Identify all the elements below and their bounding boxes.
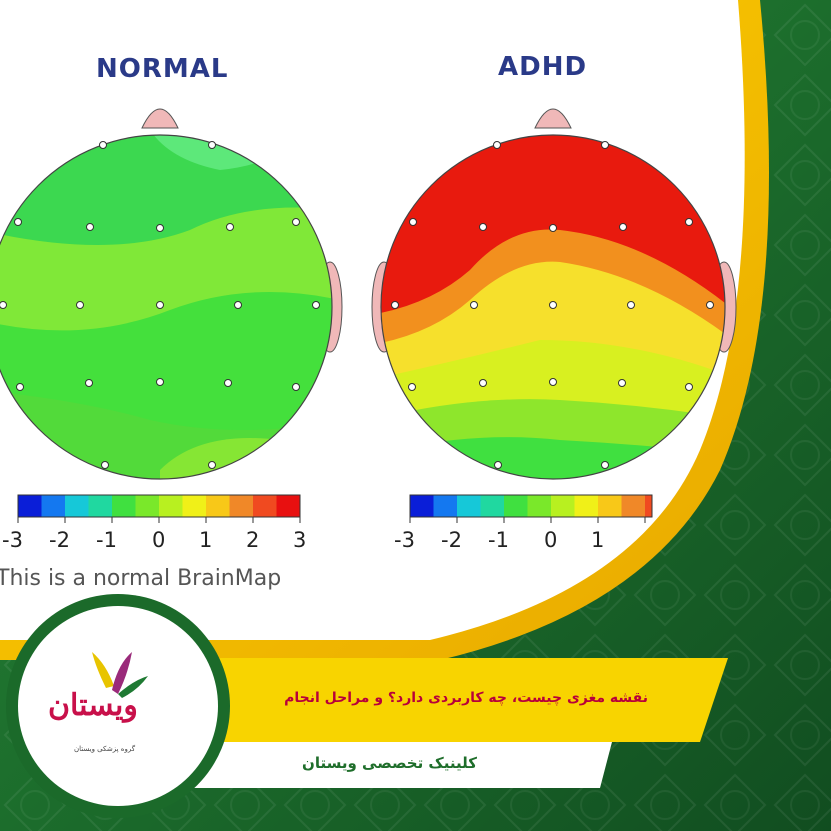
subtitle-banner-shape [140, 742, 612, 788]
colorbar-segment [41, 495, 65, 517]
logo-circle [18, 606, 218, 806]
colorbar-tick-label: 0 [544, 528, 558, 552]
colorbar-segment [65, 495, 89, 517]
colorbar-tick-label: 1 [199, 528, 213, 552]
colorbar-segment [527, 495, 551, 517]
colorbar-segment [253, 495, 277, 517]
colorbar-segment [182, 495, 206, 517]
colorbar-segment [18, 495, 42, 517]
normal-title: NORMAL [96, 54, 229, 84]
normal-caption: This is a normal BrainMap [0, 566, 282, 591]
colorbar-segment [229, 495, 253, 517]
colorbar-tick-label: -3 [394, 528, 415, 552]
colorbar-segment [88, 495, 112, 517]
colorbar-segment [645, 495, 652, 517]
colorbar-segment [551, 495, 575, 517]
colorbar-adhd [409, 494, 653, 523]
colorbar-tick-label: 1 [591, 528, 605, 552]
colorbar-tick-label: 2 [246, 528, 260, 552]
banner-title: نقشه مغزی چیست، چه کاربردی دارد؟ و مراحل… [284, 690, 648, 706]
colorbar-tick-label: -1 [488, 528, 509, 552]
colorbar-segment [276, 495, 300, 517]
colorbar-segment [598, 495, 622, 517]
colorbar-segment [433, 495, 457, 517]
colorbar-segment [621, 495, 645, 517]
colorbar-segment [457, 495, 481, 517]
colorbar-segment [574, 495, 598, 517]
colorbar-segment [159, 495, 183, 517]
title-banner-shape [150, 658, 728, 742]
colorbar-tick-label: -1 [96, 528, 117, 552]
logo-leaves-icon [92, 652, 148, 698]
logo-small-text: گروه پزشکی ویستان [74, 745, 136, 753]
colorbar-tick-label: 0 [152, 528, 166, 552]
colorbar-tick-label: -3 [2, 528, 23, 552]
colorbar-tick-label: -2 [441, 528, 462, 552]
adhd-title: ADHD [498, 52, 588, 82]
logo-mark: ویستان [48, 688, 138, 723]
colorbar-segment [135, 495, 159, 517]
colorbar-tick-label: 3 [293, 528, 307, 552]
colorbar-segment [206, 495, 230, 517]
banner-subtitle: کلینیک تخصصی ویستان [302, 754, 477, 772]
colorbar-segment [480, 495, 504, 517]
colorbar-frame [409, 494, 653, 518]
colorbar-tick-label: -2 [49, 528, 70, 552]
colorbar-segment [112, 495, 136, 517]
colorbar-segment [410, 495, 434, 517]
colorbar-normal [17, 494, 301, 523]
colorbar-segment [504, 495, 528, 517]
